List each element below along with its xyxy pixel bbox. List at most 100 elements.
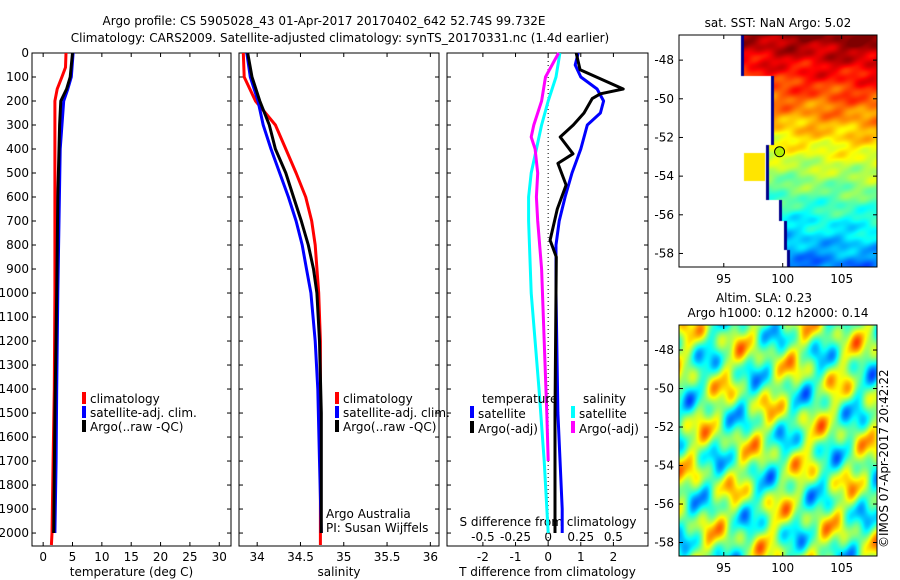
y-tick-label: 1600 xyxy=(0,430,29,444)
series-line-satellite-adj-clim- xyxy=(245,52,323,534)
y-tick-label: 800 xyxy=(6,238,29,252)
x-tick-label: 30 xyxy=(212,550,227,564)
legend-label: climatology xyxy=(90,392,160,406)
legend-swatch xyxy=(335,392,339,404)
sla-map-axes-frame xyxy=(678,324,878,557)
x-tick-label: 95 xyxy=(716,272,731,286)
legend-swatch xyxy=(82,420,86,432)
y-tick-label: -56 xyxy=(654,497,674,511)
figure-title-line1: Argo profile: CS 5905028_43 01-Apr-2017 … xyxy=(103,14,546,28)
map-title: sat. SST: NaN Argo: 5.02 xyxy=(705,16,852,30)
y-tick-label: 1800 xyxy=(0,478,29,492)
map-subtitle: Argo h1000: 0.12 h2000: 0.14 xyxy=(688,306,869,320)
legend-label: satellite xyxy=(579,407,627,421)
y-tick-label: 1200 xyxy=(0,334,29,348)
legend-swatch xyxy=(571,421,575,433)
legend-label: Argo(..raw -QC) xyxy=(343,420,436,434)
legend-swatch xyxy=(470,406,474,418)
x-axis-label: T difference from climatology xyxy=(458,565,636,579)
y-tick-label: 1500 xyxy=(0,406,29,420)
x-tick-label: 0 xyxy=(544,550,552,564)
y-tick-label: -58 xyxy=(654,536,674,550)
y-tick-label: -50 xyxy=(654,92,674,106)
series-line-temperature-satellite xyxy=(554,52,606,533)
series-line-argo-raw-qc- xyxy=(246,52,323,533)
y-tick-label: 100 xyxy=(6,70,29,84)
y-tick-label: -54 xyxy=(654,169,674,183)
s-tick-label: 0.25 xyxy=(567,530,594,544)
legend-swatch xyxy=(335,406,339,418)
y-tick-label: -48 xyxy=(654,53,674,67)
y-tick-label: 200 xyxy=(6,94,29,108)
y-tick-label: 700 xyxy=(6,214,29,228)
x-tick-label: 36 xyxy=(423,550,438,564)
x-tick-label: 10 xyxy=(94,550,109,564)
x-tick-label: 25 xyxy=(182,550,197,564)
x-tick-label: 34.5 xyxy=(287,550,314,564)
x-tick-label: 15 xyxy=(124,550,139,564)
y-tick-label: -48 xyxy=(654,343,674,357)
map-title: Altim. SLA: 0.23 xyxy=(716,291,812,305)
legend-title: salinity xyxy=(583,392,626,406)
x-axis-label: salinity xyxy=(317,565,360,579)
x-tick-label: -1 xyxy=(510,550,522,564)
x-tick-label: 20 xyxy=(153,550,168,564)
credit-line2: PI: Susan Wijffels xyxy=(326,521,428,535)
x-tick-label: 5 xyxy=(69,550,77,564)
y-tick-label: 1300 xyxy=(0,358,29,372)
s-tick-label: -0.25 xyxy=(500,530,531,544)
y-tick-label: 1000 xyxy=(0,286,29,300)
y-tick-label: 1400 xyxy=(0,382,29,396)
y-tick-label: 300 xyxy=(6,118,29,132)
y-tick-label: -58 xyxy=(654,246,674,260)
x-tick-label: 35.5 xyxy=(374,550,401,564)
sla-map-image xyxy=(679,325,877,556)
figure-title-line2: Climatology: CARS2009. Satellite-adjuste… xyxy=(71,31,609,45)
copyright-text: ©IMOS 07-Apr-2017 20:42:22 xyxy=(877,369,891,548)
x-tick-label: 100 xyxy=(771,561,794,575)
y-tick-label: -52 xyxy=(654,130,674,144)
legend-swatch xyxy=(571,406,575,418)
x-tick-label: 1 xyxy=(577,550,585,564)
y-tick-label: 1900 xyxy=(0,502,29,516)
legend-swatch xyxy=(470,421,474,433)
y-tick-label: -52 xyxy=(654,420,674,434)
sst-map-axes-frame xyxy=(678,34,878,268)
y-tick-label: 500 xyxy=(6,166,29,180)
legend-title: temperature xyxy=(482,392,557,406)
legend-label: Argo(-adj) xyxy=(478,422,538,436)
series-line-salinity-argo-adj- xyxy=(529,52,560,462)
series-line-argo-raw-qc- xyxy=(52,52,74,534)
argo-position-marker xyxy=(774,146,786,158)
x-tick-label: 0 xyxy=(39,550,47,564)
x-tick-label: 100 xyxy=(771,272,794,286)
legend-swatch xyxy=(82,392,86,404)
y-tick-label: -56 xyxy=(654,208,674,222)
y-tick-label: 600 xyxy=(6,190,29,204)
s-tick-label: -0.5 xyxy=(471,530,494,544)
x-tick-label: 95 xyxy=(716,561,731,575)
credit-line1: Argo Australia xyxy=(326,507,411,521)
y-tick-label: 900 xyxy=(6,262,29,276)
y-tick-label: 1100 xyxy=(0,310,29,324)
s-tick-label: 0.5 xyxy=(604,530,623,544)
y-tick-label: 400 xyxy=(6,142,29,156)
y-tick-label: 2000 xyxy=(0,526,29,540)
x-tick-label: 35 xyxy=(336,550,351,564)
legend-label: satellite-adj. clim. xyxy=(343,406,450,420)
legend-label: Argo(..raw -QC) xyxy=(90,420,183,434)
y-tick-label: 0 xyxy=(21,46,29,60)
difference-axes-frame xyxy=(446,52,649,547)
y-tick-label: -50 xyxy=(654,382,674,396)
legend-swatch xyxy=(335,420,339,432)
x-tick-label: -2 xyxy=(477,550,489,564)
legend-label: climatology xyxy=(343,392,413,406)
series-line-temperature-argo-adj- xyxy=(548,52,625,533)
x-tick-label: 2 xyxy=(610,550,618,564)
x-tick-label: 105 xyxy=(830,272,853,286)
y-tick-label: 1700 xyxy=(0,454,29,468)
x-tick-label: 105 xyxy=(830,561,853,575)
series-line-climatology xyxy=(241,52,322,545)
